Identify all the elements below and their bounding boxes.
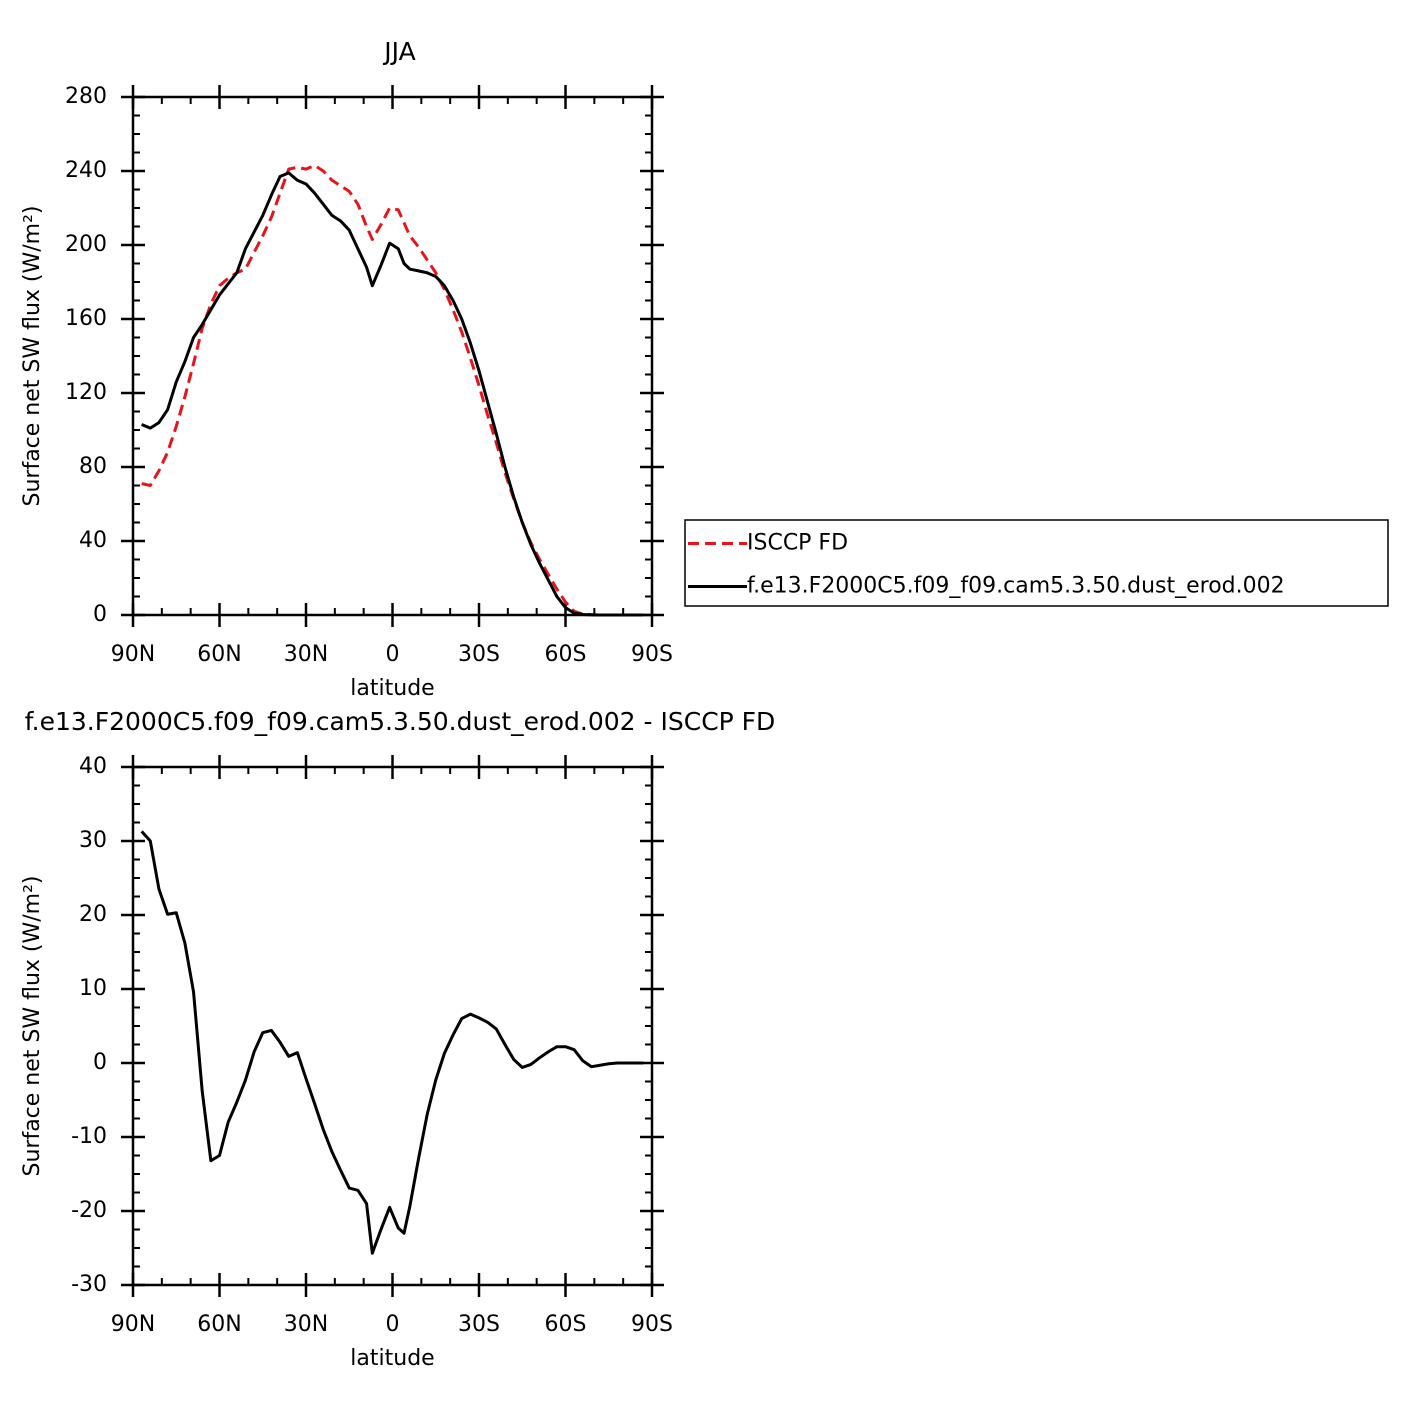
chart-title: JJA (382, 37, 415, 66)
legend-label: f.e13.F2000C5.f09_f09.cam5.3.50.dust_ero… (747, 574, 1285, 599)
y-tick-label: -30 (71, 1272, 107, 1297)
y-tick-label: -10 (71, 1124, 107, 1149)
x-tick-label: 0 (386, 1312, 400, 1337)
y-tick-label: 10 (79, 976, 107, 1001)
legend-box (684, 519, 1389, 607)
y-tick-label: 280 (65, 84, 107, 109)
x-tick-label: 30N (284, 642, 328, 667)
y-tick-label: 160 (65, 306, 107, 331)
series-line (141, 171, 644, 617)
y-tick-label: 40 (79, 528, 107, 553)
y-tick-label: 20 (79, 902, 107, 927)
x-tick-label: 90S (631, 1312, 673, 1337)
y-axis-label: Surface net SW flux (W/m²) (20, 205, 45, 506)
chart-title: f.e13.F2000C5.f09_f09.cam5.3.50.dust_ero… (25, 707, 776, 736)
x-tick-label: 30S (458, 1312, 500, 1337)
y-tick-label: 200 (65, 232, 107, 257)
y-tick-label: -20 (71, 1198, 107, 1223)
y-tick-label: 80 (79, 454, 107, 479)
y-tick-label: 120 (65, 380, 107, 405)
x-tick-label: 60N (197, 642, 241, 667)
x-tick-label: 90N (111, 642, 155, 667)
plot-frame (131, 95, 654, 617)
y-tick-label: 0 (93, 602, 107, 627)
x-axis-label: latitude (350, 676, 434, 701)
x-axis-label: latitude (350, 1346, 434, 1371)
y-tick-label: 40 (79, 754, 107, 779)
y-axis-label: Surface net SW flux (W/m²) (20, 875, 45, 1176)
series-line (141, 163, 644, 617)
x-tick-label: 90S (631, 642, 673, 667)
legend-label: ISCCP FD (747, 531, 848, 556)
x-tick-label: 60N (197, 1312, 241, 1337)
x-tick-label: 30S (458, 642, 500, 667)
y-tick-label: 240 (65, 158, 107, 183)
y-tick-label: 30 (79, 828, 107, 853)
plot-frame (131, 765, 654, 1287)
y-tick-label: 0 (93, 1050, 107, 1075)
x-tick-label: 90N (111, 1312, 155, 1337)
x-tick-label: 60S (545, 642, 587, 667)
x-tick-label: 30N (284, 1312, 328, 1337)
x-tick-label: 0 (386, 642, 400, 667)
x-tick-label: 60S (545, 1312, 587, 1337)
series-line (140, 830, 644, 1255)
